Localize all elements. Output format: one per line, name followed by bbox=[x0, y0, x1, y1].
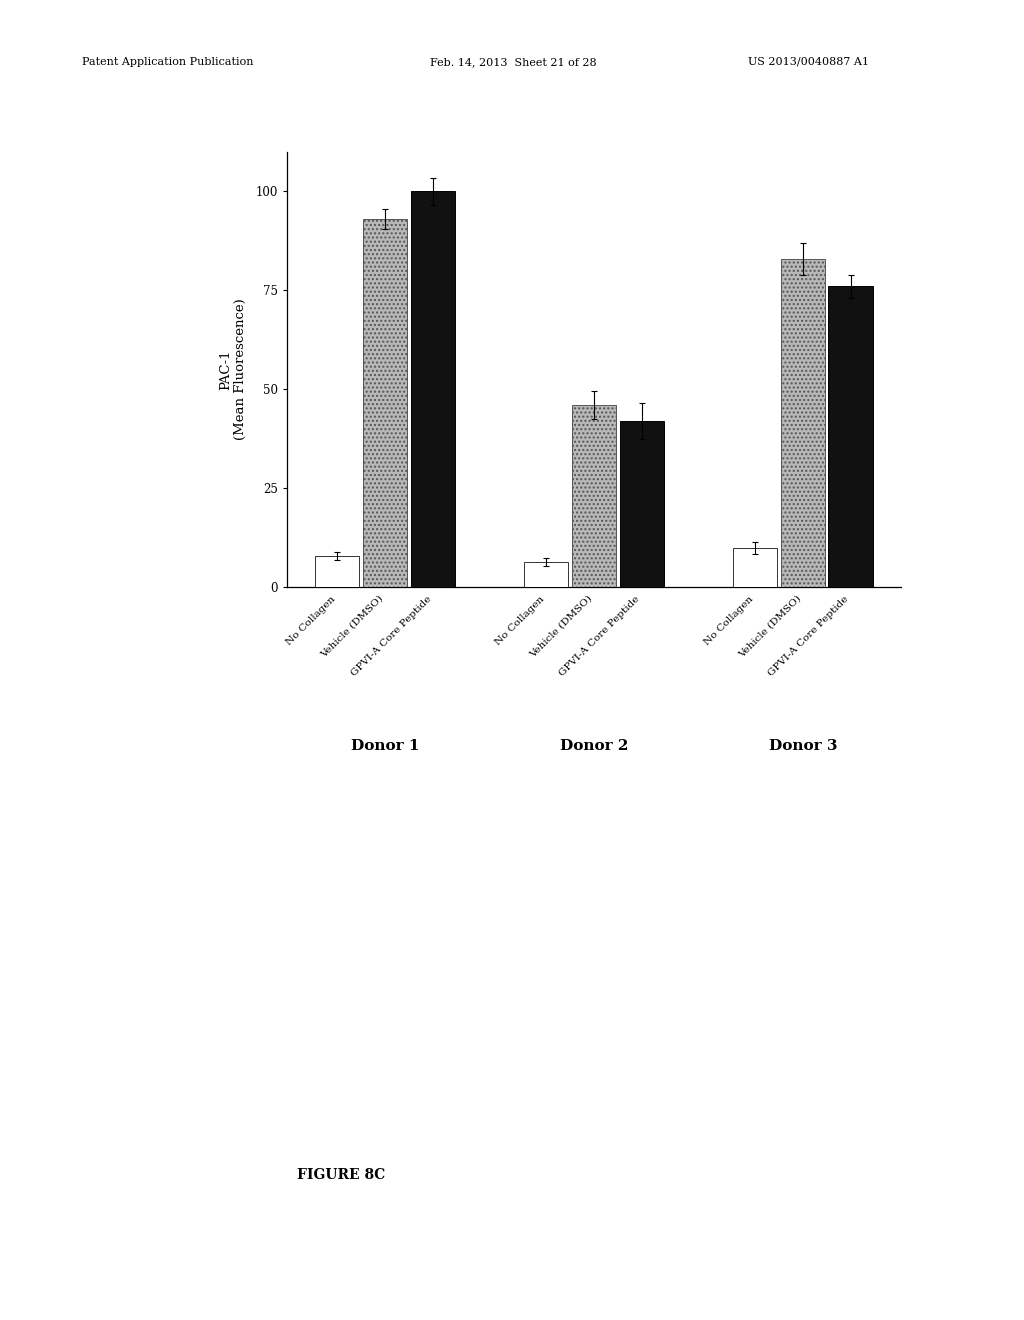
Text: Donor 3: Donor 3 bbox=[769, 739, 837, 754]
Bar bbox=[571, 405, 616, 587]
Bar bbox=[733, 548, 777, 587]
Text: No Collagen: No Collagen bbox=[702, 594, 755, 647]
Bar bbox=[780, 259, 825, 587]
Text: Vehicle (DMSO): Vehicle (DMSO) bbox=[319, 594, 385, 660]
Bar bbox=[524, 562, 568, 587]
Text: Patent Application Publication: Patent Application Publication bbox=[82, 57, 253, 67]
Text: Donor 1: Donor 1 bbox=[351, 739, 419, 754]
Bar bbox=[411, 191, 455, 587]
Text: Vehicle (DMSO): Vehicle (DMSO) bbox=[737, 594, 803, 660]
Y-axis label: PAC-1
(Mean Fluorescence): PAC-1 (Mean Fluorescence) bbox=[219, 298, 247, 441]
Text: GPVI-A Core Peptide: GPVI-A Core Peptide bbox=[558, 594, 642, 677]
Text: GPVI-A Core Peptide: GPVI-A Core Peptide bbox=[349, 594, 433, 677]
Text: No Collagen: No Collagen bbox=[285, 594, 337, 647]
Text: No Collagen: No Collagen bbox=[494, 594, 546, 647]
Text: Feb. 14, 2013  Sheet 21 of 28: Feb. 14, 2013 Sheet 21 of 28 bbox=[430, 57, 597, 67]
Bar bbox=[620, 421, 664, 587]
Text: US 2013/0040887 A1: US 2013/0040887 A1 bbox=[748, 57, 868, 67]
Bar bbox=[315, 556, 359, 587]
Bar bbox=[362, 219, 408, 587]
Bar bbox=[828, 286, 872, 587]
Text: Donor 2: Donor 2 bbox=[560, 739, 628, 754]
Text: GPVI-A Core Peptide: GPVI-A Core Peptide bbox=[767, 594, 851, 677]
Text: FIGURE 8C: FIGURE 8C bbox=[297, 1168, 385, 1183]
Text: Vehicle (DMSO): Vehicle (DMSO) bbox=[528, 594, 594, 660]
